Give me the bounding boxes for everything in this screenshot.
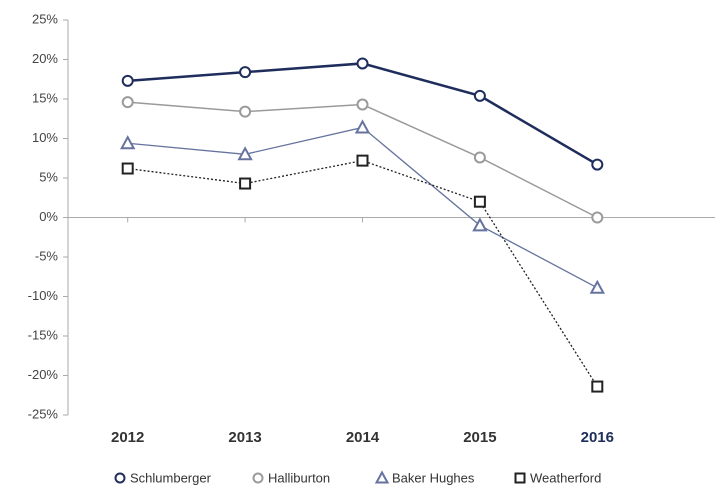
marker — [239, 177, 252, 190]
y-tick-label: -15% — [28, 327, 59, 342]
marker — [356, 154, 369, 167]
y-tick-label: -20% — [28, 367, 59, 382]
legend-label: Baker Hughes — [392, 470, 475, 485]
marker — [356, 57, 369, 70]
marker — [252, 472, 264, 484]
legend-label: Weatherford — [530, 470, 601, 485]
marker — [237, 146, 253, 161]
marker — [121, 162, 134, 175]
x-tick-label: 2013 — [228, 429, 261, 446]
marker — [473, 151, 486, 164]
marker — [120, 135, 136, 150]
marker — [114, 472, 126, 484]
y-tick-label: 5% — [39, 169, 58, 184]
y-tick-label: -5% — [35, 248, 59, 263]
marker — [121, 74, 134, 87]
marker — [473, 89, 486, 102]
y-tick-label: 0% — [39, 209, 58, 224]
marker — [473, 195, 486, 208]
marker — [514, 472, 526, 484]
x-tick-label: 2015 — [463, 429, 496, 446]
x-tick-label: 2012 — [111, 429, 144, 446]
y-tick-label: -10% — [28, 288, 59, 303]
marker — [356, 98, 369, 111]
y-tick-label: -25% — [28, 406, 59, 421]
marker — [589, 279, 605, 294]
marker — [239, 105, 252, 118]
series-line — [127, 126, 598, 289]
marker — [591, 380, 604, 393]
y-tick-label: 20% — [32, 51, 58, 66]
y-tick-label: 15% — [32, 90, 58, 105]
legend: Schlumberger Halliburton Baker Hughes Weath… — [114, 470, 601, 485]
legend-item: Baker Hughes — [374, 470, 475, 485]
marker — [591, 211, 604, 224]
legend-item: Weatherford — [514, 470, 601, 485]
marker — [121, 96, 134, 109]
marker — [472, 217, 488, 232]
marker — [239, 66, 252, 79]
marker — [591, 158, 604, 171]
y-tick-label: 10% — [32, 130, 58, 145]
x-tick-label: 2014 — [346, 429, 380, 446]
legend-label: Halliburton — [268, 470, 330, 485]
legend-item: Schlumberger — [114, 470, 212, 485]
legend-label: Schlumberger — [130, 470, 212, 485]
series-line — [127, 159, 598, 387]
legend-item: Halliburton — [252, 470, 330, 485]
x-tick-label: 2016 — [581, 429, 614, 446]
marker — [374, 470, 390, 484]
y-tick-label: 25% — [32, 11, 58, 26]
marker — [354, 119, 371, 134]
